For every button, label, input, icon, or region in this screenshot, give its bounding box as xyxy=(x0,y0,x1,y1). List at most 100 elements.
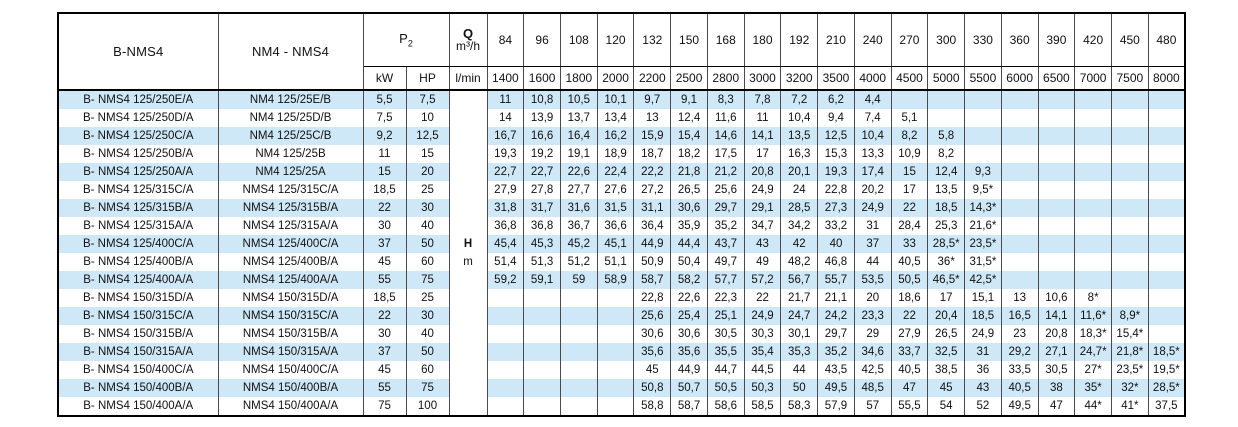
head-value-cell: 22 xyxy=(743,289,782,307)
head-value-cell: 31 xyxy=(964,343,1002,361)
head-value-cell xyxy=(1110,127,1149,145)
head-value-cell xyxy=(1147,145,1186,163)
head-value-cell: 24 xyxy=(780,181,819,199)
flow-m3h-header: 180 xyxy=(743,13,782,67)
head-value-cell: 58,7 xyxy=(633,271,672,289)
power-hp-cell: 15 xyxy=(405,145,450,163)
head-value-cell: 57 xyxy=(853,397,892,416)
head-value-cell: 57,7 xyxy=(706,271,745,289)
flow-m3h-header: 210 xyxy=(817,13,855,67)
head-value-cell: 18,2 xyxy=(670,145,708,163)
table-row: B- NMS4 125/250B/A NM4 125/25B 11 15 19,3 19,… xyxy=(57,145,1186,163)
head-value-cell: 57,9 xyxy=(817,397,855,416)
head-value-cell: 43 xyxy=(964,379,1002,397)
head-value-cell: 20,8 xyxy=(1037,325,1076,343)
head-value-cell: 24,7 xyxy=(780,307,819,325)
model-nm4-nms4-cell: NMS4 150/400C/A xyxy=(217,361,364,379)
power-kw-cell: 7,5 xyxy=(362,109,407,127)
power-kw-cell: 18,5 xyxy=(362,181,407,199)
power-kw-cell: 37 xyxy=(362,343,407,361)
head-value-cell xyxy=(1147,271,1186,289)
head-value-cell: 11 xyxy=(743,109,782,127)
flow-lmin-header: 4000 xyxy=(853,66,892,90)
head-value-cell xyxy=(1000,163,1039,181)
head-value-cell: 35,9 xyxy=(670,217,708,235)
model-b-nms4-cell: B- NMS4 125/400C/A xyxy=(57,235,219,253)
head-value-cell: 29,7 xyxy=(706,199,745,217)
head-value-cell: 57,2 xyxy=(743,271,782,289)
table-row: B- NMS4 150/400A/A NMS4 150/400A/A 75 100 58… xyxy=(57,397,1186,416)
head-value-cell: 27,6 xyxy=(596,181,635,199)
flow-lmin-header: 3500 xyxy=(817,66,855,90)
head-value-cell: 24,9 xyxy=(743,307,782,325)
head-value-cell: 40,5 xyxy=(890,253,929,271)
head-value-cell: 20,4 xyxy=(927,307,966,325)
head-value-cell xyxy=(1074,235,1112,253)
power-hp-cell: 75 xyxy=(405,379,450,397)
head-value-cell: 22,6 xyxy=(559,163,598,181)
head-value-cell: 13,7 xyxy=(559,109,598,127)
head-value-cell xyxy=(964,127,1002,145)
head-value-cell: 40,5 xyxy=(1000,379,1039,397)
head-value-cell: 14,1 xyxy=(743,127,782,145)
unit-cell xyxy=(448,343,488,361)
head-value-cell: 25,6 xyxy=(633,307,672,325)
head-value-cell xyxy=(1000,217,1039,235)
model-nm4-nms4-cell: NMS4 150/400A/A xyxy=(217,397,364,416)
head-value-cell: 30,5 xyxy=(706,325,745,343)
head-value-cell: 22,4 xyxy=(596,163,635,181)
head-value-cell: 35,6 xyxy=(633,343,672,361)
head-value-cell: 58,8 xyxy=(633,397,672,416)
head-value-cell: 59 xyxy=(559,271,598,289)
head-value-cell xyxy=(523,361,561,379)
head-value-cell: 38 xyxy=(1037,379,1076,397)
head-value-cell: 52 xyxy=(964,397,1002,416)
unit-cell xyxy=(448,307,488,325)
head-value-cell: 27,7 xyxy=(559,181,598,199)
head-value-cell xyxy=(1110,163,1149,181)
head-value-cell: 13,4 xyxy=(596,109,635,127)
model-nm4-nms4-cell: NM4 125/25D/B xyxy=(217,109,364,127)
model-b-nms4-cell: B- NMS4 150/315D/A xyxy=(57,289,219,307)
head-value-cell: 18,9 xyxy=(596,145,635,163)
power-hp-cell: 12,5 xyxy=(405,127,450,145)
power-kw-cell: 9,2 xyxy=(362,127,407,145)
power-kw-cell: 45 xyxy=(362,361,407,379)
flow-m3h-header: 450 xyxy=(1110,13,1149,67)
head-value-cell xyxy=(559,361,598,379)
head-value-cell xyxy=(1000,235,1039,253)
head-value-cell xyxy=(596,343,635,361)
head-value-cell: 13,3 xyxy=(853,145,892,163)
head-value-cell: 12,4 xyxy=(927,163,966,181)
head-value-cell: 46,5* xyxy=(927,271,966,289)
head-value-cell: 58,9 xyxy=(596,271,635,289)
head-value-cell: 14,3* xyxy=(964,199,1002,217)
unit-cell xyxy=(448,181,488,199)
head-value-cell: 11,6* xyxy=(1074,307,1112,325)
head-value-cell xyxy=(1037,181,1076,199)
head-value-cell xyxy=(596,361,635,379)
head-value-cell: 19,2 xyxy=(523,145,561,163)
head-value-cell xyxy=(1074,127,1112,145)
model-b-nms4-cell: B- NMS4 125/250A/A xyxy=(57,163,219,181)
head-value-cell xyxy=(1037,90,1076,109)
flow-lmin-header: 6500 xyxy=(1037,66,1076,90)
head-axis-symbol: H xyxy=(463,238,473,250)
head-value-cell: 59,2 xyxy=(486,271,525,289)
head-value-cell: 21,1 xyxy=(817,289,855,307)
head-value-cell: 13,5 xyxy=(780,127,819,145)
head-value-cell xyxy=(1000,253,1039,271)
flow-lmin-header: 3000 xyxy=(743,66,782,90)
head-value-cell: 10,8 xyxy=(523,90,561,109)
head-value-cell xyxy=(1074,199,1112,217)
flow-lmin-header: 1600 xyxy=(523,66,561,90)
table-row: B- NMS4 150/400C/A NMS4 150/400C/A 45 60 45 4… xyxy=(57,361,1186,379)
table-row: B- NMS4 125/315B/A NMS4 125/315B/A 22 30 31,… xyxy=(57,199,1186,217)
head-value-cell: 9,7 xyxy=(633,90,672,109)
head-value-cell: 27,9 xyxy=(486,181,525,199)
power-kw-cell: 55 xyxy=(362,271,407,289)
head-value-cell xyxy=(1110,199,1149,217)
model-b-nms4-cell: B- NMS4 150/315B/A xyxy=(57,325,219,343)
head-value-cell: 50,5 xyxy=(706,379,745,397)
head-value-cell: 40 xyxy=(817,235,855,253)
